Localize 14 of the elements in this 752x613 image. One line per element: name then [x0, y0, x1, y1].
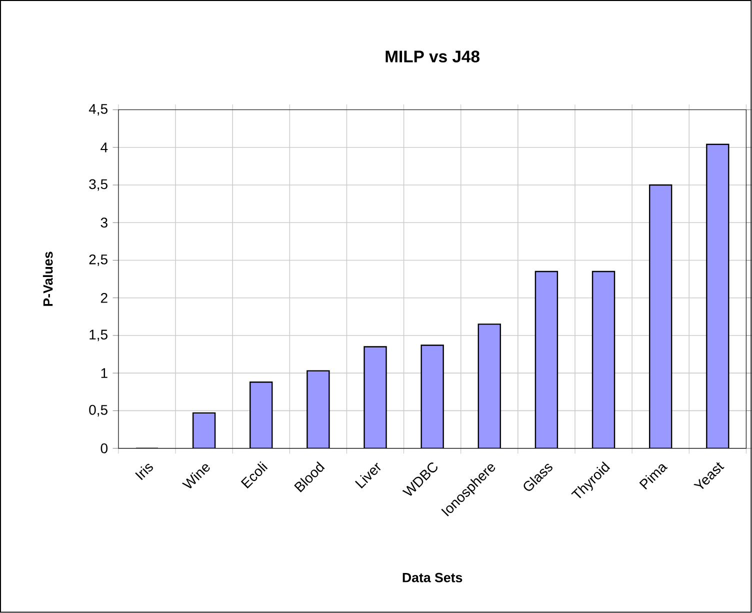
y-tick-label: 4	[100, 142, 108, 152]
y-tick-label: 2,5	[89, 254, 108, 266]
y-tick-label: 0,5	[89, 405, 108, 417]
y-tick-label: 1,5	[90, 330, 108, 342]
y-tick-label: 3	[100, 218, 108, 228]
y-tick-label: 4,5	[88, 104, 108, 116]
y-tick-label: 0	[100, 443, 108, 454]
y-tick-label: 1	[101, 368, 108, 378]
y-axis-title: P-Values	[42, 252, 53, 306]
x-axis-title: Data Sets	[402, 572, 462, 582]
y-tick-label: 3,5	[89, 179, 108, 191]
x-tick-label: Iris	[135, 464, 153, 480]
chart-title: MILP vs J48	[386, 50, 480, 63]
y-tick-label: 2	[100, 293, 108, 303]
